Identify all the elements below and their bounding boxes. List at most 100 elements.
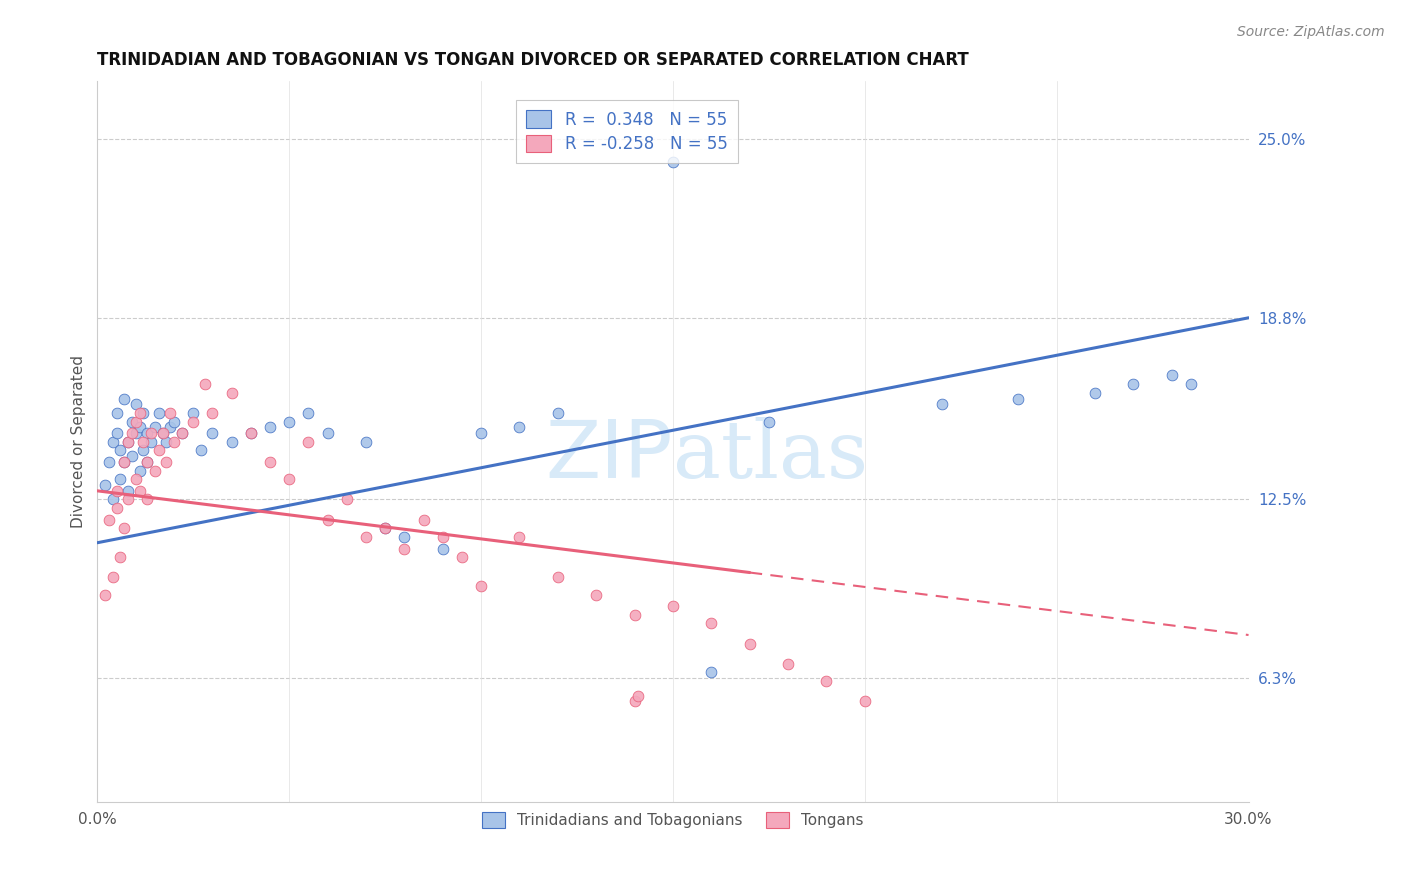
Point <box>143 420 166 434</box>
Point <box>239 426 262 441</box>
Point <box>132 406 155 420</box>
Point <box>374 521 396 535</box>
Point <box>394 530 416 544</box>
Point <box>201 406 224 420</box>
Point <box>778 657 800 671</box>
Text: ZIP: ZIP <box>546 417 673 495</box>
Point <box>297 406 319 420</box>
Point <box>259 420 281 434</box>
Point <box>627 689 650 703</box>
Point <box>148 406 170 420</box>
Point <box>738 637 761 651</box>
Point <box>117 434 139 449</box>
Point <box>201 426 224 441</box>
Point <box>170 426 193 441</box>
Point <box>132 443 155 458</box>
Point <box>190 443 212 458</box>
Point <box>155 455 177 469</box>
Text: atlas: atlas <box>673 417 868 495</box>
Point <box>1180 377 1202 392</box>
Point <box>194 377 217 392</box>
Point <box>136 492 159 507</box>
Point <box>432 541 454 556</box>
Point <box>97 455 120 469</box>
Point <box>139 426 162 441</box>
Point <box>152 426 174 441</box>
Point <box>221 434 243 449</box>
Point <box>336 492 359 507</box>
Point <box>297 434 319 449</box>
Point <box>128 483 150 498</box>
Point <box>139 434 162 449</box>
Point <box>128 406 150 420</box>
Point <box>117 492 139 507</box>
Point <box>94 588 117 602</box>
Point <box>662 599 685 614</box>
Point <box>112 455 135 469</box>
Point <box>181 415 204 429</box>
Point <box>105 483 128 498</box>
Point <box>547 406 569 420</box>
Point <box>143 464 166 478</box>
Point <box>700 616 723 631</box>
Text: Source: ZipAtlas.com: Source: ZipAtlas.com <box>1237 25 1385 39</box>
Point <box>105 501 128 516</box>
Point <box>136 426 159 441</box>
Point <box>815 674 838 689</box>
Point <box>853 694 876 708</box>
Point <box>316 426 339 441</box>
Point <box>117 483 139 498</box>
Point <box>623 694 645 708</box>
Point <box>132 434 155 449</box>
Point <box>163 415 186 429</box>
Point <box>931 397 953 411</box>
Point <box>585 588 607 602</box>
Point <box>221 385 243 400</box>
Point <box>152 426 174 441</box>
Point <box>278 472 301 486</box>
Point <box>112 455 135 469</box>
Point <box>354 434 377 449</box>
Point <box>159 406 181 420</box>
Point <box>136 455 159 469</box>
Point <box>394 541 416 556</box>
Point <box>105 426 128 441</box>
Point <box>278 415 301 429</box>
Point <box>128 420 150 434</box>
Point <box>101 492 124 507</box>
Point <box>508 530 530 544</box>
Point <box>170 426 193 441</box>
Point <box>354 530 377 544</box>
Point <box>125 426 148 441</box>
Point <box>662 155 685 169</box>
Point <box>148 443 170 458</box>
Point <box>112 521 135 535</box>
Point <box>110 472 132 486</box>
Point <box>432 530 454 544</box>
Point <box>155 434 177 449</box>
Point <box>125 397 148 411</box>
Point <box>101 434 124 449</box>
Point <box>94 478 117 492</box>
Point <box>1084 385 1107 400</box>
Point <box>117 434 139 449</box>
Point <box>1007 392 1029 406</box>
Point <box>110 550 132 565</box>
Y-axis label: Divorced or Separated: Divorced or Separated <box>72 355 86 528</box>
Legend: Trinidadians and Tobagonians, Tongans: Trinidadians and Tobagonians, Tongans <box>477 806 870 834</box>
Point <box>128 464 150 478</box>
Point <box>136 455 159 469</box>
Point <box>259 455 281 469</box>
Point <box>121 426 143 441</box>
Point <box>374 521 396 535</box>
Point <box>110 443 132 458</box>
Point <box>547 570 569 584</box>
Point <box>112 392 135 406</box>
Point <box>163 434 186 449</box>
Text: TRINIDADIAN AND TOBAGONIAN VS TONGAN DIVORCED OR SEPARATED CORRELATION CHART: TRINIDADIAN AND TOBAGONIAN VS TONGAN DIV… <box>97 51 969 69</box>
Point <box>121 449 143 463</box>
Point <box>470 579 492 593</box>
Point <box>121 415 143 429</box>
Point <box>97 513 120 527</box>
Point <box>125 472 148 486</box>
